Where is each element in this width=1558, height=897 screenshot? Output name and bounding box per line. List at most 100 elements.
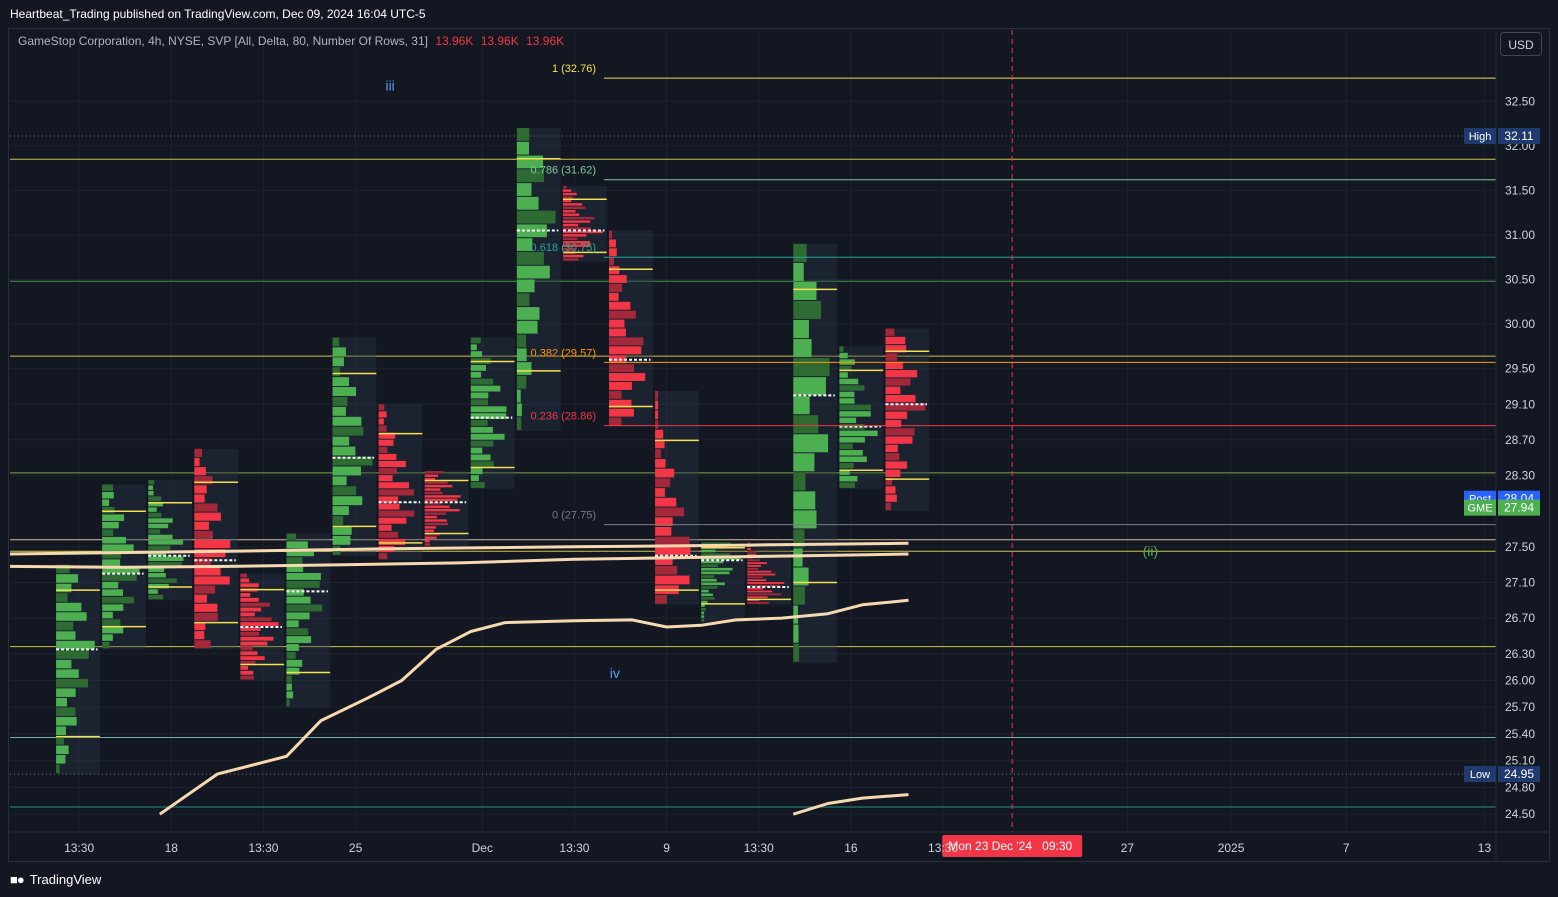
profile-row <box>56 564 70 574</box>
profile-row <box>286 628 309 636</box>
profile-row <box>56 745 69 755</box>
profile-row <box>609 373 646 381</box>
profile-row <box>424 526 437 529</box>
profile-row <box>747 562 767 565</box>
profile-row <box>701 586 718 589</box>
profile-row <box>793 453 815 472</box>
profile-row <box>562 213 580 216</box>
profile-row <box>102 551 121 559</box>
profile-row <box>424 505 450 508</box>
profile-row <box>148 480 155 485</box>
profile-row <box>470 420 488 426</box>
published-header: Heartbeat_Trading published on TradingVi… <box>0 0 1558 28</box>
profile-row <box>655 497 677 507</box>
profile-row <box>562 220 591 223</box>
price-badge-value: 32.11 <box>1504 129 1533 143</box>
profile-row <box>609 390 622 399</box>
profile-row <box>747 565 761 567</box>
profile-row <box>562 237 578 241</box>
profile-row <box>194 621 206 631</box>
profile-row <box>332 436 350 446</box>
profile-row <box>332 426 364 436</box>
profile-row <box>102 619 121 626</box>
profile-row <box>747 596 768 599</box>
profile-row <box>885 436 913 444</box>
fib-ratio: 0 ( <box>552 510 565 522</box>
price-badge-value-box <box>1498 128 1540 145</box>
profile-row <box>240 617 272 622</box>
fib-price: 30.75 <box>565 242 593 254</box>
profile-row <box>332 416 362 426</box>
profile-row <box>747 576 763 579</box>
profile-row <box>839 482 855 488</box>
chart-frame[interactable] <box>8 28 1550 862</box>
profile-row <box>424 515 437 519</box>
profile-row <box>470 385 501 392</box>
profile-row <box>562 230 603 234</box>
profile-row <box>148 583 169 589</box>
profile-row <box>378 482 410 489</box>
profile-row <box>102 529 114 536</box>
profile-row <box>240 631 260 636</box>
y-tick-label: 25.10 <box>1505 754 1535 768</box>
volume-profile <box>885 328 930 512</box>
profile-row <box>240 622 279 627</box>
profile-row <box>655 595 667 604</box>
profile-row <box>470 482 485 488</box>
profile-row <box>286 588 304 596</box>
tradingview-brand[interactable]: ■● TradingView <box>10 872 101 887</box>
profile-row <box>470 406 507 413</box>
profile-row <box>747 559 760 562</box>
fib-close: ) <box>592 347 596 359</box>
profile-row <box>424 522 449 526</box>
x-tick-label: Dec <box>472 841 493 855</box>
wave-label: iv <box>610 665 620 681</box>
profile-row <box>240 641 268 646</box>
profile-row <box>516 362 532 375</box>
profile-row <box>56 726 66 736</box>
profile-row <box>378 553 388 560</box>
x-tick-label: 27 <box>1121 841 1135 855</box>
profile-row <box>655 390 659 400</box>
profile-row <box>885 345 907 353</box>
profile-row <box>793 472 806 491</box>
volume-profile <box>194 448 239 650</box>
profile-row <box>378 468 397 475</box>
currency-button[interactable]: USD <box>1500 32 1542 56</box>
profile-row <box>609 364 634 373</box>
chart-legend: GameStop Corporation, 4h, NYSE, SVP [All… <box>18 34 564 48</box>
y-tick-label: 31.50 <box>1505 183 1535 197</box>
profile-row <box>56 612 87 621</box>
profile-row <box>793 529 805 548</box>
profile-row <box>562 206 586 210</box>
fib-label: 0.618 (30.75) <box>531 242 596 254</box>
profile-row <box>56 669 79 678</box>
profile-row <box>562 254 584 258</box>
y-tick-label: 30.00 <box>1505 317 1535 331</box>
profile-row <box>562 216 595 220</box>
profile-row <box>424 474 439 477</box>
profile-row <box>240 602 270 607</box>
profile-row <box>655 449 661 458</box>
profile-row <box>56 707 76 716</box>
profile-row <box>562 203 583 206</box>
profile-row <box>885 502 891 511</box>
time-axis[interactable]: 13:30 18 13:30 25 Dec 13:30 9 13:30 16 13:30 27 202… <box>10 831 1550 855</box>
profile-row <box>839 443 853 450</box>
profile-row <box>516 169 544 183</box>
profile-row <box>378 475 393 482</box>
profile-row <box>424 533 441 536</box>
profile-row <box>885 370 918 378</box>
profile-row <box>793 605 798 624</box>
vwap-line <box>792 793 909 816</box>
profile-row <box>839 346 844 352</box>
profile-row <box>562 189 572 192</box>
profile-row <box>56 716 77 726</box>
profile-row <box>470 440 494 447</box>
profile-row <box>839 372 848 378</box>
price-axis[interactable]: 32.5032.0031.5031.0030.5030.0029.5029.10… <box>1495 30 1535 860</box>
profile-row <box>286 565 304 572</box>
profile-row <box>102 589 123 596</box>
fib-price: 27.75 <box>565 510 593 522</box>
